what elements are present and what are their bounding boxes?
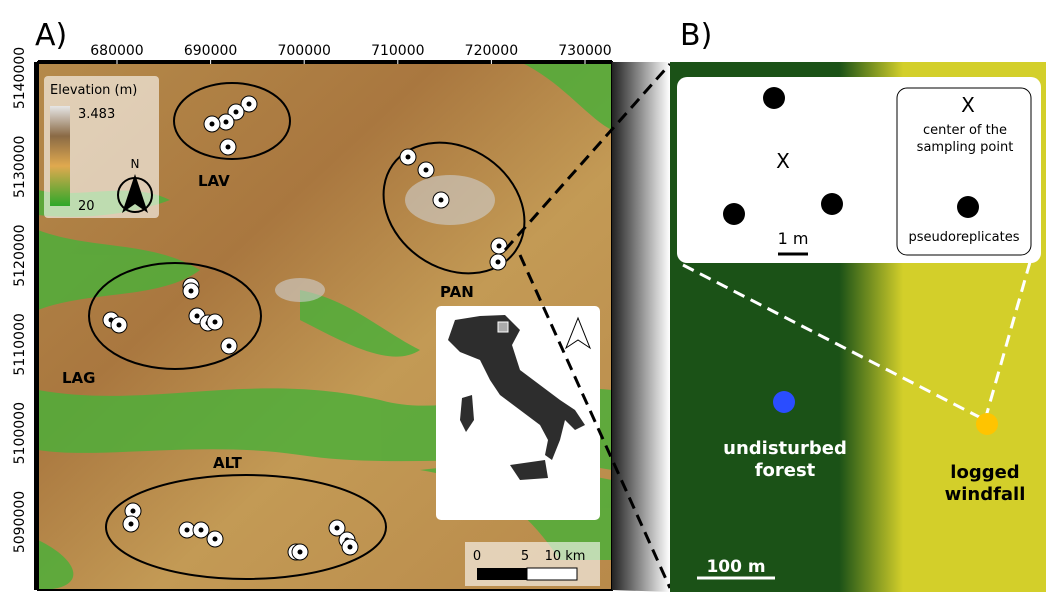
sampling-point-dot: [406, 155, 411, 160]
y-tick-label: 5140000: [12, 47, 28, 109]
sampling-point-dot: [117, 323, 122, 328]
sampling-point-dot: [129, 522, 134, 527]
site-label: LAV: [198, 172, 230, 190]
sampling-point-dot: [213, 537, 218, 542]
sampling-point-dot: [335, 526, 340, 531]
sampling-point-dot: [234, 110, 239, 115]
sampling-point-dot: [199, 528, 204, 533]
x-tick-label: 680000: [90, 43, 143, 59]
scale-label: 0: [473, 549, 481, 564]
legend-title: Elevation (m): [50, 83, 137, 98]
elevation-ramp: [50, 106, 70, 206]
legend-min: 20: [78, 199, 95, 214]
canvas: Elevation (m) 3.483 20 N LAV PAN LAG ALT…: [0, 0, 1051, 594]
sampling-point-dot: [247, 102, 252, 107]
logged-label: logged windfall: [935, 462, 1035, 506]
undisturbed-point: [773, 391, 795, 413]
undisturbed-label: undisturbed forest: [715, 438, 855, 482]
center-symbol: X: [776, 149, 790, 173]
figure: Elevation (m) 3.483 20 N LAV PAN LAG ALT…: [0, 0, 1051, 594]
sampling-point-dot: [496, 260, 501, 265]
replicates-label: pseudoreplicates: [909, 230, 1020, 245]
north-label: N: [131, 157, 140, 171]
sampling-point-dot: [439, 198, 444, 203]
y-tick-label: 5090000: [12, 491, 28, 553]
legend-symbol: X: [961, 93, 975, 117]
sampling-point-dot: [131, 509, 136, 514]
study-area: [498, 322, 508, 332]
sampling-point-dot: [213, 320, 218, 325]
y-tick-label: 5120000: [12, 224, 28, 286]
sampling-point-dot: [195, 314, 200, 319]
scale-label: 10 km: [545, 549, 586, 564]
logged-point: [976, 413, 998, 435]
sampling-point-dot: [226, 145, 231, 150]
sampling-point-dot: [185, 528, 190, 533]
sampling-point-dot: [298, 550, 303, 555]
scale-black: [477, 568, 527, 580]
sampling-point-dot: [424, 168, 429, 173]
sampling-point-dot: [189, 289, 194, 294]
sampling-point-dot: [497, 244, 502, 249]
sampling-point-dot: [224, 120, 229, 125]
center-label: center of the sampling point: [905, 122, 1025, 156]
map-top-border: [38, 60, 612, 64]
y-tick-label: 5130000: [12, 136, 28, 198]
scale-label: 100 m: [706, 557, 765, 577]
site-label: PAN: [440, 283, 474, 301]
sampling-point-dot: [348, 545, 353, 550]
x-tick-label: 700000: [277, 43, 330, 59]
sampling-point-dot: [210, 122, 215, 127]
site-label: LAG: [62, 369, 95, 387]
x-tick-label: 730000: [558, 43, 611, 59]
x-tick-label: 720000: [465, 43, 518, 59]
panel-label: A): [35, 18, 67, 53]
scale-label: 5: [521, 549, 529, 564]
inset-scale-label: 1 m: [778, 229, 809, 248]
y-tick-label: 5100000: [12, 402, 28, 464]
zoom-wedge: [612, 62, 670, 592]
map-left-border: [34, 62, 38, 590]
x-tick-label: 710000: [371, 43, 424, 59]
scale-white: [527, 568, 577, 580]
sampling-point-dot: [227, 344, 232, 349]
site-label: ALT: [213, 454, 243, 472]
x-tick-label: 690000: [184, 43, 237, 59]
y-tick-label: 5110000: [12, 313, 28, 375]
legend-max: 3.483: [78, 107, 115, 122]
panel-label: B): [680, 18, 712, 53]
